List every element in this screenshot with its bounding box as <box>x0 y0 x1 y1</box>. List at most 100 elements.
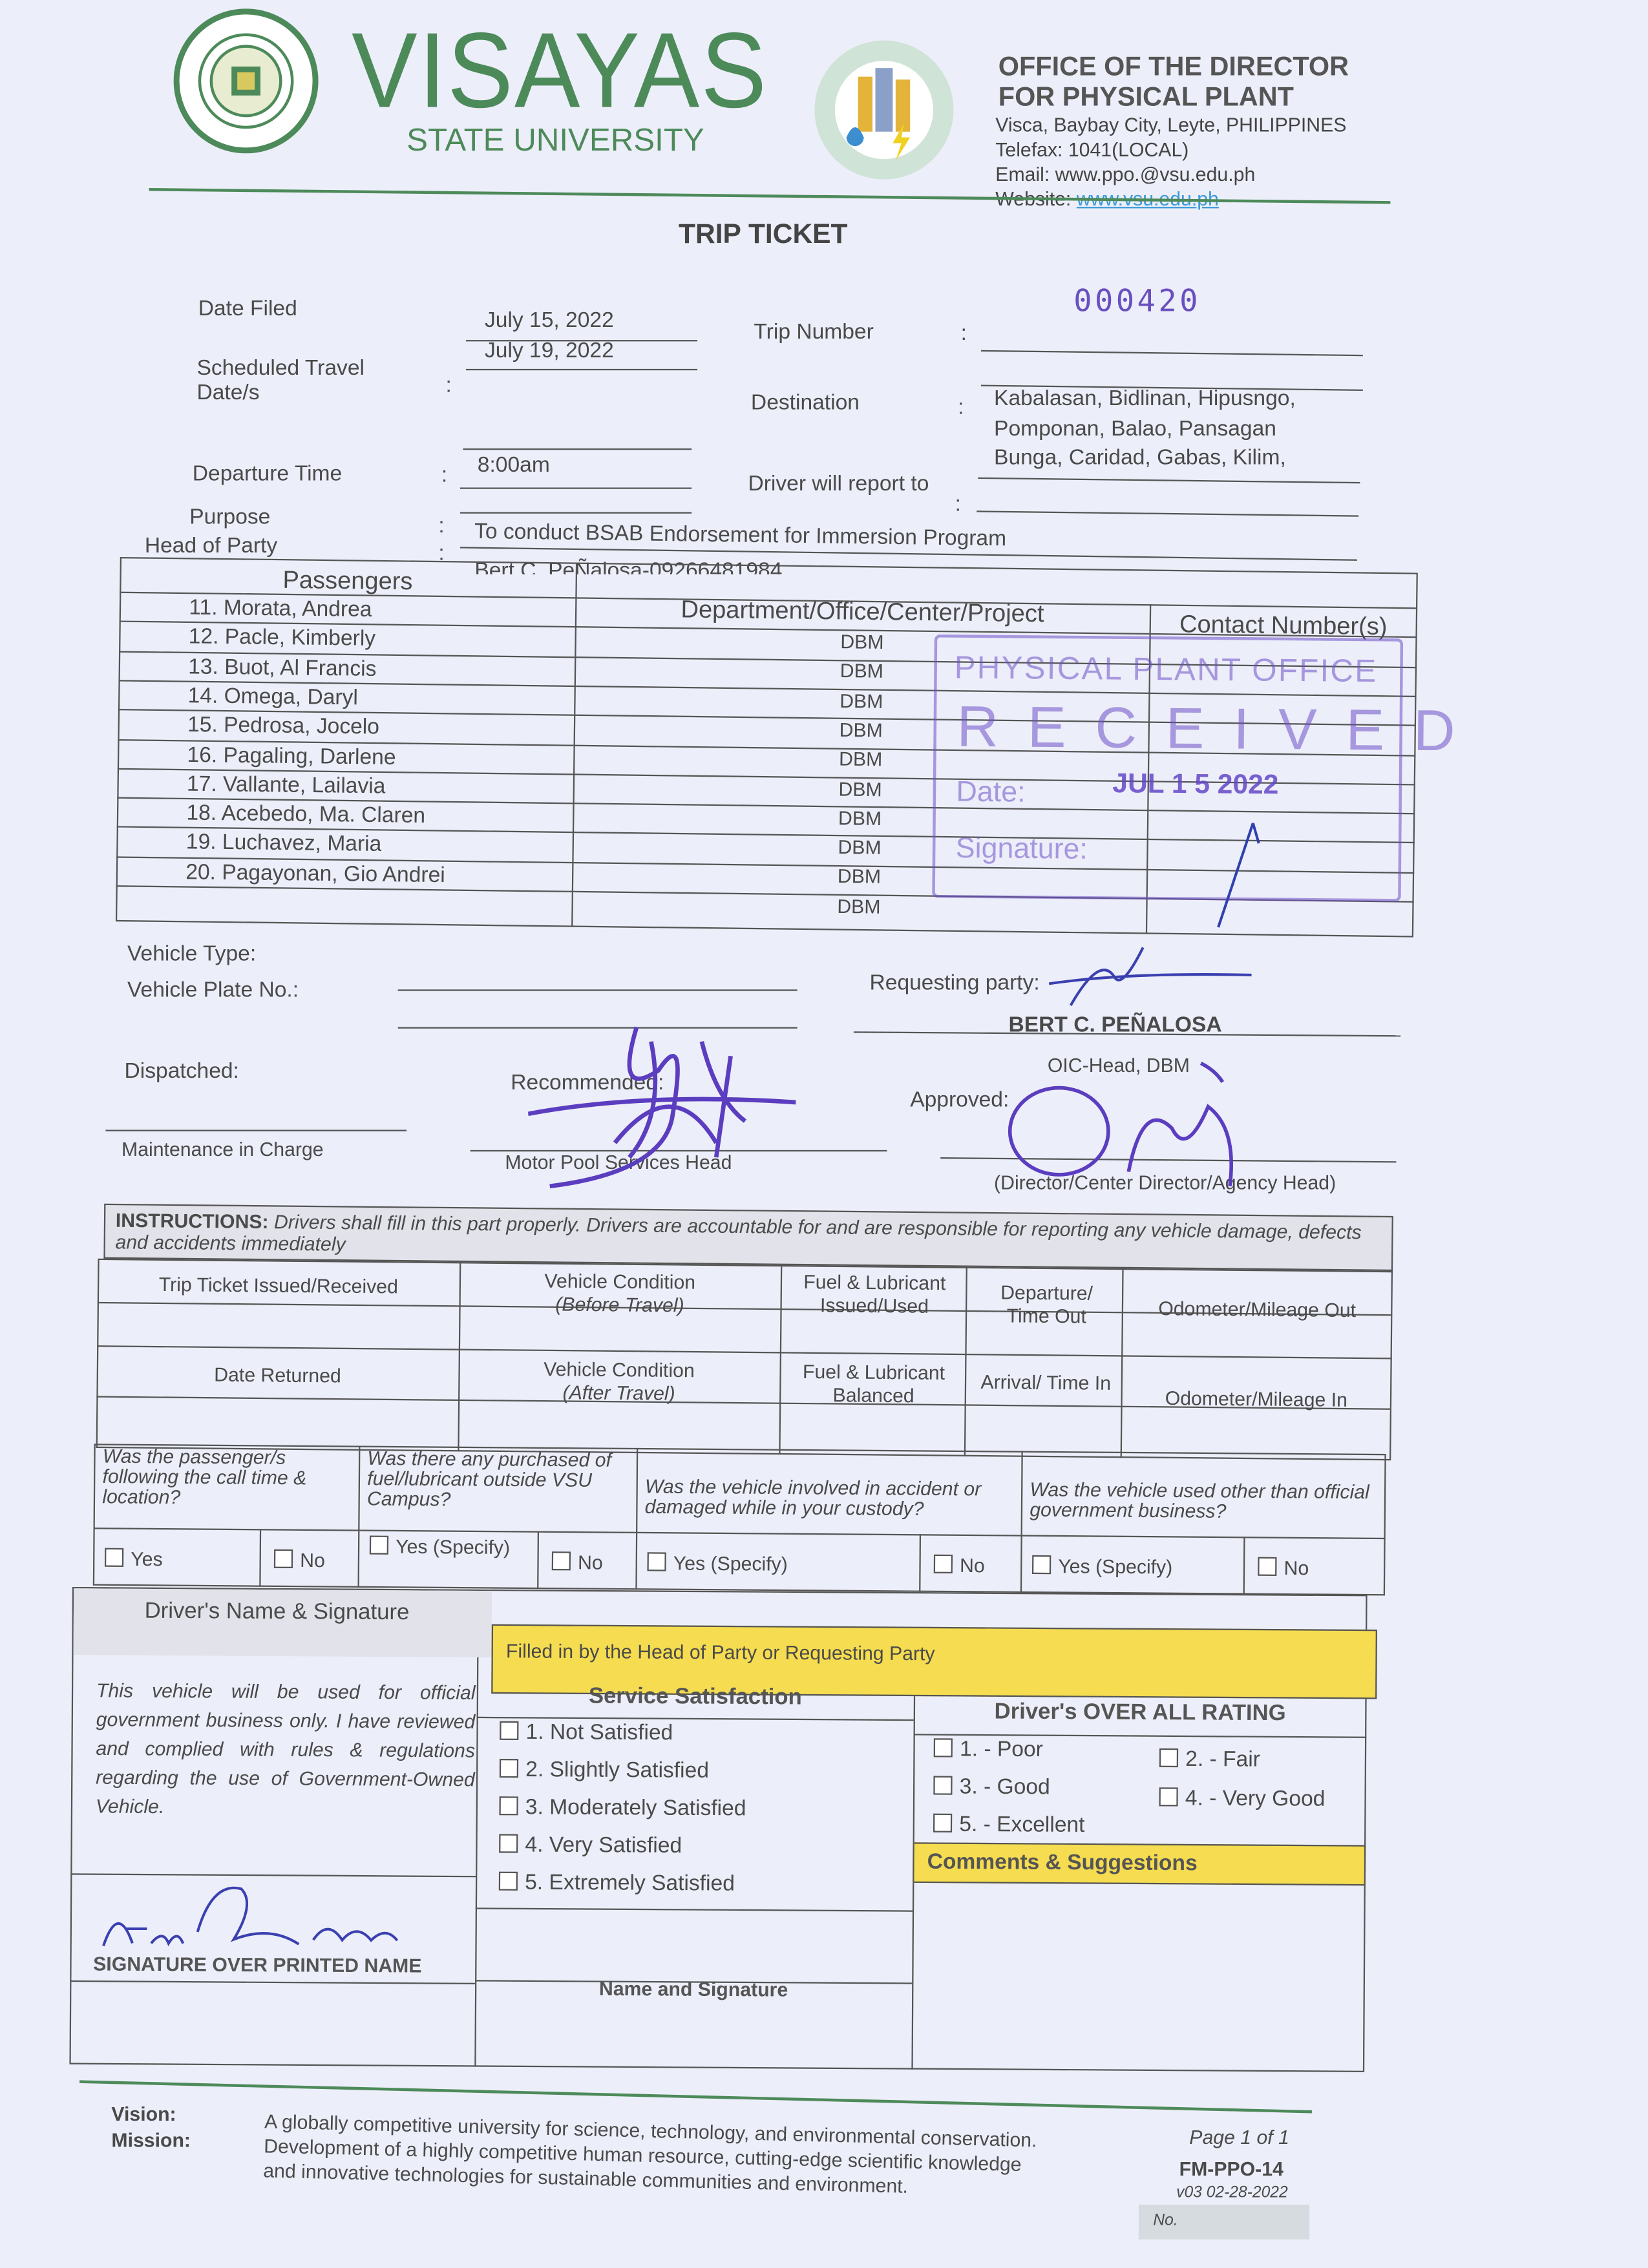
label: 1. - Poor <box>959 1737 1043 1763</box>
label: 5. - Excellent <box>959 1812 1085 1838</box>
vision-mission-text: A globally competitive university for sc… <box>263 2109 1037 2201</box>
checkbox[interactable] <box>647 1552 666 1571</box>
label: 2. Slightly Satisfied <box>525 1757 710 1783</box>
vehicle-plate-label: Vehicle Plate No.: <box>127 978 299 1003</box>
purpose-value[interactable]: To conduct BSAB Endorsement for Immersio… <box>474 519 1007 552</box>
passenger-name: 15. Pedrosa, Jocelo <box>187 713 380 740</box>
checkbox[interactable] <box>499 1834 518 1853</box>
vehicle-plate-line[interactable] <box>397 1027 798 1029</box>
scheduled-travel-label: Scheduled Travel Date/s <box>196 355 364 405</box>
label: 3. Moderately Satisfied <box>525 1795 746 1822</box>
rating-header: Driver's OVER ALL RATING <box>994 1699 1286 1727</box>
page-number: Page 1 of 1 <box>1189 2126 1289 2148</box>
checkbox[interactable] <box>499 1796 518 1816</box>
rating-1[interactable]: 1. - Poor <box>933 1737 1043 1763</box>
checkbox[interactable] <box>933 1813 953 1832</box>
checkbox[interactable] <box>933 1776 953 1795</box>
purpose-top-line <box>460 512 692 514</box>
trip-number-line <box>980 350 1363 357</box>
office-line-1: OFFICE OF THE DIRECTOR <box>998 50 1349 81</box>
departure-time-label: Departure Time <box>192 461 343 487</box>
destination-value[interactable]: Kabalasan, Bidlinan, Hipusngo, Pomponan,… <box>994 385 1296 474</box>
requesting-signature <box>1048 947 1252 1006</box>
departure-line <box>460 487 692 489</box>
instructions-lead: INSTRUCTIONS: <box>115 1209 269 1233</box>
date-filed-label: Date Filed <box>198 296 297 322</box>
label: 4. Very Satisfied <box>525 1832 682 1858</box>
checkbox[interactable] <box>499 1758 519 1778</box>
passenger-name: 16. Pagaling, Darlene <box>187 742 396 770</box>
physical-plant-logo <box>803 36 966 184</box>
passenger-name: 12. Pacle, Kimberly <box>188 624 376 652</box>
checkbox[interactable] <box>1159 1748 1179 1768</box>
passenger-name: 20. Pagayonan, Gio Andrei <box>185 859 445 888</box>
checkbox[interactable] <box>1159 1787 1178 1807</box>
form-code: FM-PPO-14 <box>1179 2158 1284 2180</box>
report-line <box>977 510 1359 517</box>
checkbox[interactable] <box>369 1535 389 1555</box>
rating-2[interactable]: 2. - Fair <box>1159 1747 1260 1772</box>
office-telefax: Telefax: 1041(LOCAL) <box>995 138 1189 161</box>
label: 4. - Very Good <box>1185 1786 1326 1812</box>
question-yes[interactable]: Yes (Specify) <box>369 1535 532 1559</box>
recommended-line <box>470 1150 887 1152</box>
service-option[interactable]: 5. Extremely Satisfied <box>498 1870 735 1896</box>
checkbox[interactable] <box>933 1738 953 1758</box>
office-contact: Visca, Baybay City, Leyte, PHILIPPINES T… <box>995 113 1346 211</box>
vision-label: Vision: <box>111 2103 176 2125</box>
odometer-out-label: Odometer/Mileage Out <box>1158 1297 1357 1321</box>
checkbox[interactable] <box>933 1554 953 1574</box>
label: No <box>1284 1557 1309 1579</box>
question-no[interactable]: No <box>273 1549 325 1571</box>
checkbox[interactable] <box>104 1548 124 1567</box>
question-no[interactable]: No <box>551 1551 603 1573</box>
question-yes[interactable]: Yes (Specify) <box>647 1552 913 1576</box>
service-option[interactable]: 1. Not Satisfied <box>500 1720 673 1745</box>
signature-caption: SIGNATURE OVER PRINTED NAME <box>93 1953 422 1977</box>
checkbox[interactable] <box>273 1549 293 1569</box>
name-signature-label: Name and Signature <box>598 1977 788 2001</box>
checkbox[interactable] <box>551 1551 571 1571</box>
colon: : <box>445 373 452 398</box>
question-yes[interactable]: Yes (Specify) <box>1031 1555 1238 1579</box>
comments-input[interactable] <box>923 1889 1355 2065</box>
label: Yes (Specify) <box>673 1552 788 1575</box>
passenger-name: 11. Morata, Andrea <box>189 595 372 622</box>
passenger-name: 17. Vallante, Lailavia <box>186 772 386 799</box>
question-no[interactable]: No <box>933 1554 985 1577</box>
label: No <box>959 1555 985 1577</box>
stamp-signature-mark <box>1217 823 1260 928</box>
date-filed-value[interactable]: July 15, 2022 <box>484 308 614 333</box>
colon: : <box>955 492 961 517</box>
checkbox[interactable] <box>1031 1555 1051 1575</box>
recommended-signature <box>528 1026 796 1189</box>
number-box: No. <box>1138 2204 1310 2240</box>
rating-5[interactable]: 5. - Excellent <box>933 1812 1085 1838</box>
service-option[interactable]: 2. Slightly Satisfied <box>499 1757 710 1783</box>
checkbox[interactable] <box>500 1721 519 1741</box>
office-email: Email: www.ppo.@vsu.edu.ph <box>995 163 1256 185</box>
passenger-name: 19. Luchavez, Maria <box>185 830 382 857</box>
website-link[interactable]: www.vsu.edu.ph <box>1076 188 1219 210</box>
checkbox[interactable] <box>498 1871 518 1891</box>
departure-time-value[interactable]: 8:00am <box>477 452 550 478</box>
service-option[interactable]: 3. Moderately Satisfied <box>499 1795 746 1821</box>
recommended-label: Recommended: <box>511 1070 664 1095</box>
driver-signature <box>102 1886 399 1947</box>
question-no[interactable]: No <box>1258 1557 1309 1579</box>
label: Yes <box>131 1548 163 1570</box>
trip-ticket-issued-label: Trip Ticket Issued/Received <box>158 1274 399 1298</box>
head-of-party-value[interactable]: Bert C. PeÑalosa-09266481984 <box>474 558 783 574</box>
filled-by-banner-text: Filled in by the Head of Party or Reques… <box>505 1640 935 1665</box>
rating-3[interactable]: 3. - Good <box>933 1774 1050 1800</box>
question-yes[interactable]: Yes <box>104 1548 254 1571</box>
colon: : <box>438 541 445 566</box>
label: Yes (Specify) <box>396 1535 511 1559</box>
evaluation-section: Driver's Name & Signature Filled in by t… <box>69 1586 1377 2072</box>
service-option[interactable]: 4. Very Satisfied <box>499 1832 682 1858</box>
rating-4[interactable]: 4. - Very Good <box>1159 1786 1325 1812</box>
checkbox[interactable] <box>1258 1557 1277 1576</box>
vehicle-type-line[interactable] <box>397 989 798 991</box>
fuel-issued-label: Fuel & Lubricant Issued/Used <box>803 1271 946 1318</box>
scheduled-travel-value[interactable]: July 19, 2022 <box>484 338 614 363</box>
